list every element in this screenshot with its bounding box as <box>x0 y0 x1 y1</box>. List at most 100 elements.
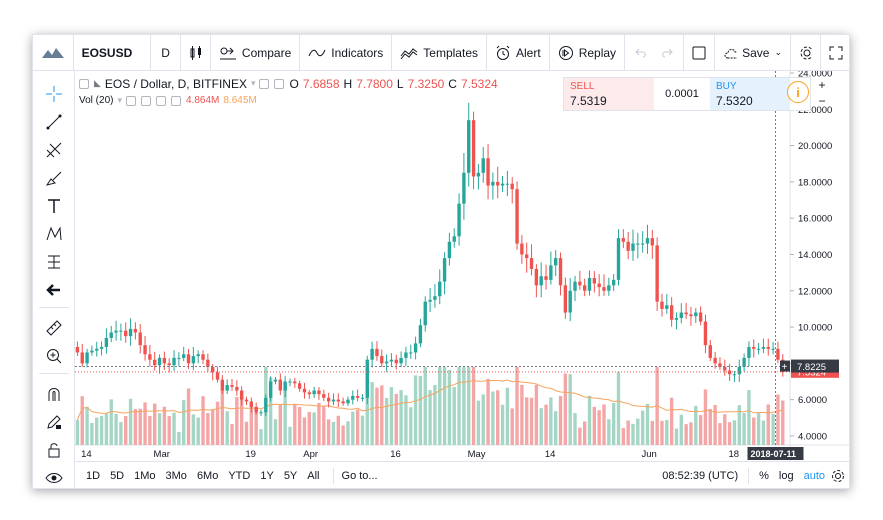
interval-button[interactable]: D <box>151 35 181 71</box>
volume-bar <box>428 390 432 445</box>
fullscreen-layout-button[interactable] <box>684 35 715 71</box>
volume-bar <box>128 398 133 445</box>
range-all[interactable]: All <box>307 470 320 482</box>
range-6mo[interactable]: 6Mo <box>196 470 219 482</box>
minus-icon[interactable]: − <box>818 94 826 108</box>
compare-button[interactable]: Compare <box>211 35 301 71</box>
volume-bar <box>761 420 766 445</box>
templates-button[interactable]: Templates <box>392 35 487 71</box>
replay-button[interactable]: Replay <box>550 35 626 71</box>
candle-body <box>597 283 601 288</box>
redo-icon[interactable] <box>661 48 673 58</box>
candle-body <box>640 243 645 245</box>
legend-eye-icon[interactable] <box>274 78 285 89</box>
volume-bar <box>771 413 775 445</box>
price-chart[interactable]: 24.0000 22.0000 20.0000 18.0000 16.0000 14.00… <box>75 69 850 461</box>
volume-bar <box>191 414 196 445</box>
candle-body <box>85 352 89 364</box>
collapse-icon[interactable] <box>79 78 89 89</box>
volume-bar <box>669 397 674 445</box>
candle-body <box>660 301 664 309</box>
settings-button[interactable] <box>791 35 821 71</box>
goto-button[interactable]: Go to... <box>341 470 378 482</box>
volume-bar <box>322 405 326 445</box>
legend-chevron-icon[interactable]: ▾ <box>250 78 256 88</box>
chart-area[interactable]: 24.0000 22.0000 20.0000 18.0000 16.0000 14.00… <box>75 69 850 461</box>
volume-bar <box>558 395 563 445</box>
utc-clock[interactable]: 08:52:39 (UTC) <box>662 470 739 482</box>
fullscreen-button[interactable] <box>821 35 849 71</box>
pattern-tool[interactable] <box>41 223 67 245</box>
volume-bar <box>186 388 191 445</box>
zoom-tool[interactable] <box>41 345 67 367</box>
range-3mo[interactable]: 3Mo <box>165 470 187 482</box>
volume-bar <box>752 417 756 445</box>
undo-icon[interactable] <box>635 48 647 58</box>
range-1y[interactable]: 1Y <box>260 470 274 482</box>
vol-eye-icon[interactable] <box>141 95 151 106</box>
volume-bar <box>370 382 374 445</box>
logo[interactable] <box>33 35 74 71</box>
gear-icon[interactable] <box>831 469 845 483</box>
logo-icon <box>41 47 64 58</box>
crosshair-tool[interactable] <box>41 83 67 105</box>
lock-tool[interactable] <box>41 439 67 461</box>
fib-tool[interactable] <box>41 139 67 161</box>
candle-body <box>336 399 340 402</box>
cloud-icon <box>724 48 738 58</box>
candle-body <box>505 183 510 185</box>
magnet-tool[interactable] <box>41 383 67 405</box>
candle-body <box>616 238 621 280</box>
auto-toggle[interactable]: auto <box>803 470 825 482</box>
volume-chevron-icon[interactable]: ▾ <box>117 95 122 105</box>
visibility-tool[interactable] <box>41 467 67 488</box>
trendline-tool[interactable] <box>41 111 67 133</box>
indicators-button[interactable]: Indicators <box>300 35 393 71</box>
symbol-search[interactable]: EOSUSD <box>74 35 152 71</box>
close-label: C <box>448 76 457 91</box>
price-tick-label: 16.0000 <box>798 214 832 225</box>
sell-button[interactable]: SELL 7.5319 <box>564 78 654 110</box>
crosshair-date-badge <box>747 447 804 460</box>
range-5y[interactable]: 5Y <box>283 470 298 482</box>
info-icon[interactable]: i <box>787 81 809 103</box>
candle-body <box>578 281 582 286</box>
range-1mo[interactable]: 1Mo <box>134 470 156 482</box>
chart-type-button[interactable] <box>181 35 211 71</box>
candle-body <box>80 352 84 364</box>
prediction-tool[interactable] <box>41 251 67 273</box>
percent-toggle[interactable]: % <box>759 470 769 482</box>
volume-bar <box>355 409 360 445</box>
candle-body <box>278 379 283 391</box>
candle-body <box>515 189 519 244</box>
volume-bar <box>636 418 640 445</box>
vol-more-icon[interactable] <box>156 95 166 106</box>
measure-tool[interactable] <box>41 317 67 339</box>
templates-label: Templates <box>423 45 478 60</box>
volume-bar <box>737 405 741 445</box>
range-1d[interactable]: 1D <box>86 470 101 482</box>
log-toggle[interactable]: log <box>778 470 794 482</box>
volume-bar <box>375 387 379 445</box>
lock-drawing-tool[interactable] <box>41 411 67 433</box>
expand-icon <box>829 46 843 59</box>
vol-settings-icon[interactable] <box>126 95 136 106</box>
text-tool[interactable] <box>41 195 67 217</box>
legend-settings-icon[interactable] <box>259 78 270 89</box>
plus-icon[interactable]: + <box>818 78 826 92</box>
vol-close-icon[interactable] <box>171 95 181 106</box>
back-tool[interactable] <box>41 279 67 301</box>
buy-button[interactable]: BUY 7.5320 <box>710 78 790 110</box>
candle-body <box>133 328 138 333</box>
save-button[interactable]: Save ⌄ <box>715 35 791 71</box>
candle-body <box>404 352 408 358</box>
range-ytd[interactable]: YTD <box>228 470 251 482</box>
alert-button[interactable]: Alert <box>487 35 550 71</box>
time-tick-label: Apr <box>303 449 318 460</box>
range-5d[interactable]: 5D <box>110 470 125 482</box>
candle-body <box>713 357 717 364</box>
brush-tool[interactable] <box>41 167 67 189</box>
range-buttons: 1D 5D 1Mo 3Mo 6Mo YTD 1Y 5Y All <box>81 470 325 482</box>
candle-body <box>413 343 418 353</box>
compare-icon <box>219 47 236 59</box>
